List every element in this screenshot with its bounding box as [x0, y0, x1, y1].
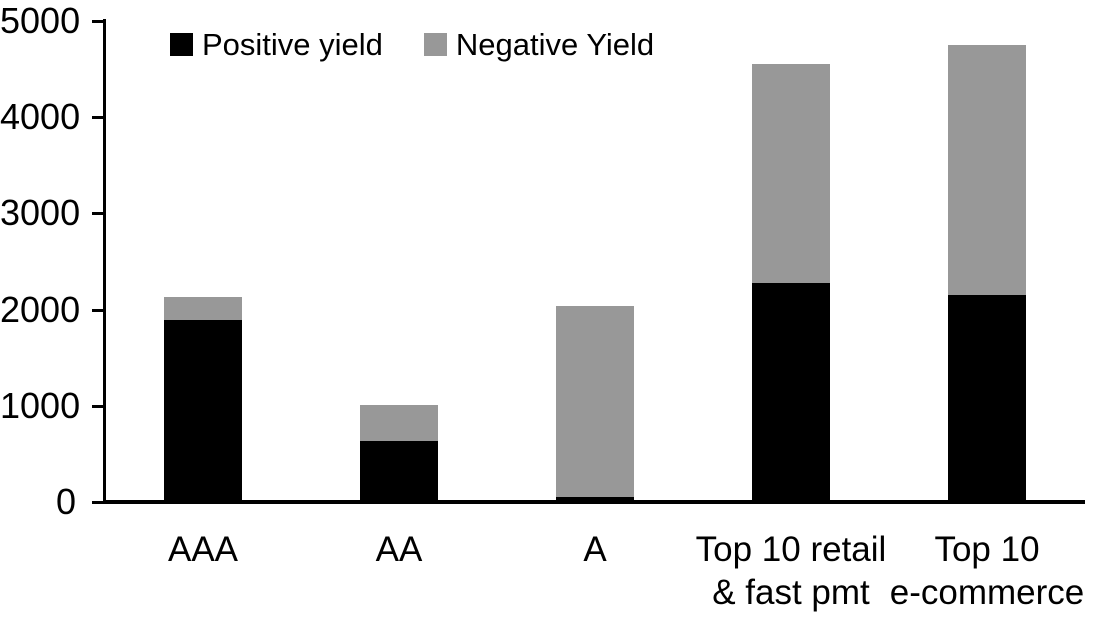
y-tick-label-0: 0 [55, 481, 76, 522]
x-category-label-2: A [583, 530, 607, 569]
legend-item-negative-yield: Negative Yield [423, 27, 655, 62]
y-tick-label-3000: 3000 [0, 192, 81, 234]
bar-segment-negative-3 [752, 64, 830, 283]
x-category-label-1: AA [375, 530, 423, 569]
y-tick-label-2000: 2000 [0, 288, 81, 330]
bar-segment-positive-4 [948, 295, 1026, 502]
x-category-label-3: Top 10 retail & fast pmt [695, 530, 887, 612]
bar-segment-positive-1 [360, 441, 438, 502]
x-category-label-4: Top 10 e-commerce [889, 530, 1085, 612]
bar-segment-positive-0 [164, 320, 242, 502]
y-tick-2000 [92, 308, 105, 312]
legend-item-positive-yield: Positive yield [170, 29, 383, 60]
bar-segment-negative-4 [948, 45, 1026, 296]
bar-segment-negative-0 [164, 297, 242, 321]
y-tick-3000 [92, 212, 105, 216]
bar-segment-positive-3 [752, 282, 830, 502]
y-tick-label-4000: 4000 [0, 96, 81, 138]
y-tick-1000 [92, 404, 105, 408]
x-category-label-0: AAA [167, 530, 239, 569]
bar-segment-negative-2 [556, 305, 634, 498]
positive-yield-swatch-icon [170, 33, 193, 56]
bar-segment-negative-1 [360, 404, 438, 442]
legend-label-positive-yield: Positive yield [202, 27, 383, 62]
legend-label-negative-yield: Negative Yield [455, 27, 655, 62]
y-tick-label-5000: 5000 [0, 0, 81, 42]
bar-segment-positive-2 [556, 497, 634, 502]
y-tick-label-1000: 1000 [0, 384, 81, 426]
y-tick-0 [92, 501, 105, 504]
y-axis-line [103, 19, 106, 504]
x-axis-line [103, 500, 1085, 504]
legend: Positive yield Negative Yield [170, 29, 654, 60]
y-tick-5000 [92, 20, 105, 23]
negative-yield-swatch-icon [423, 33, 447, 56]
y-tick-4000 [92, 116, 105, 120]
